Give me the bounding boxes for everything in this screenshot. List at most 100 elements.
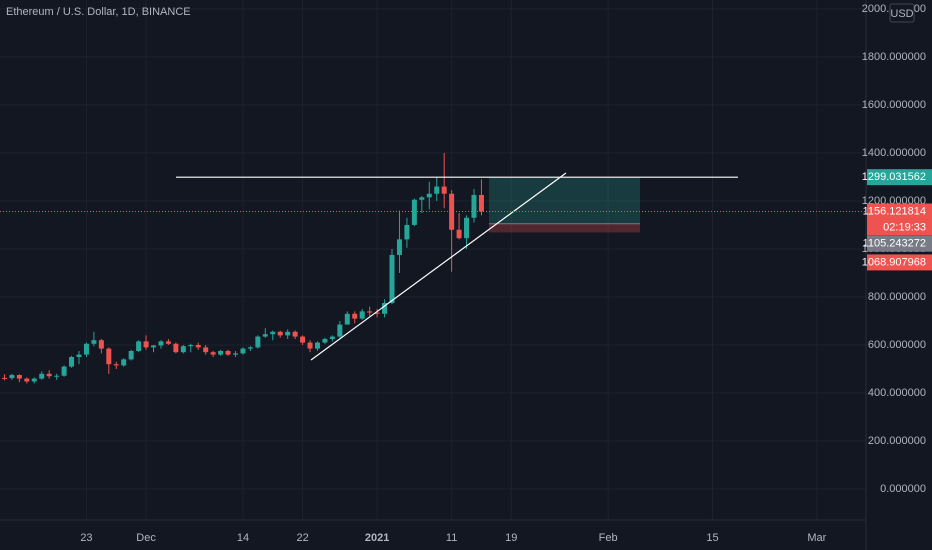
y-tick-label: 400.000000 (868, 387, 926, 399)
candle-body (195, 344, 201, 348)
last-price-label: 1156.121814 (863, 205, 926, 217)
candle-body (203, 347, 209, 353)
x-tick-label: Mar (807, 532, 826, 544)
candle-body (158, 341, 164, 346)
candle-body (61, 366, 67, 376)
candle-body (247, 347, 253, 349)
trend-line (310, 172, 567, 361)
candle-body (76, 354, 82, 357)
candle-body (426, 193, 432, 198)
candle-body (389, 254, 395, 303)
candle-body (478, 194, 484, 212)
x-tick-label: 11 (446, 532, 457, 544)
candle-body (329, 336, 335, 339)
candle-body (240, 348, 246, 354)
overlay (0, 176, 866, 212)
candle-body (396, 239, 402, 255)
candle-body (136, 341, 142, 351)
candle-body (173, 343, 179, 353)
y-tick-label: 600.000000 (868, 339, 926, 351)
x-tick-label: 2021 (365, 532, 389, 544)
candle-body (449, 193, 455, 230)
candle-body (180, 346, 186, 353)
candle-body (165, 341, 171, 344)
stop-price-label-bg (867, 254, 932, 271)
candle-body (1, 377, 7, 379)
candle-body (91, 340, 97, 344)
candle-body (307, 342, 313, 349)
candle-body (359, 311, 365, 319)
x-tick-label: 15 (706, 532, 718, 544)
candle-body (39, 373, 45, 379)
candle-body (16, 374, 22, 379)
chart-title: Ethereum / U.S. Dollar, 1D, BINANCE (6, 6, 191, 18)
candle-body (210, 352, 216, 355)
candle-body (464, 217, 470, 239)
candle-body (300, 336, 306, 343)
candle-body (218, 350, 224, 355)
candle-body (255, 336, 261, 348)
countdown-label: 02:19:33 (883, 221, 926, 233)
candle-body (456, 229, 462, 239)
x-tick-label: 23 (80, 532, 92, 544)
y-tick-label: 1600.000000 (862, 99, 926, 111)
candle-body (69, 356, 75, 367)
currency-box[interactable] (889, 3, 915, 23)
target-price-label-bg (867, 169, 932, 186)
y-tick-label: 1800.000000 (862, 51, 926, 63)
target-price-label: 1299.031562 (862, 171, 926, 183)
entry-price-label: 1105.243272 (863, 238, 926, 250)
candle-body (322, 338, 328, 343)
y-tick-label: 800.000000 (868, 291, 926, 303)
candle-body (233, 353, 239, 355)
axes: 0.000000 200.000000 400.000000 600.000000 80… (80, 3, 932, 544)
candle-body (352, 313, 358, 319)
x-tick-label: 19 (505, 532, 517, 544)
candle-body (225, 350, 231, 355)
y-tick-label: 200.000000 (868, 435, 926, 447)
currency: USD (890, 8, 913, 20)
x-tick-label: Feb (599, 532, 618, 544)
candle-body (54, 375, 60, 377)
candle-body (411, 199, 417, 225)
candle-body (46, 373, 52, 377)
loss-zone (489, 223, 640, 233)
candle-body (292, 331, 298, 337)
countdown-label-bg (867, 219, 932, 236)
candle-body (277, 331, 283, 336)
candle-body (9, 374, 15, 379)
candle-body (24, 378, 30, 382)
candle-body (128, 350, 134, 360)
candle-body (270, 331, 276, 335)
grid (0, 0, 866, 520)
candle-body (98, 340, 104, 349)
x-tick-label: 14 (237, 532, 249, 544)
profit-zone (489, 177, 640, 224)
candle-body (419, 197, 425, 200)
candle-body (143, 341, 149, 348)
candle-body (121, 359, 127, 366)
candle-body (434, 186, 440, 194)
candle-body (441, 186, 447, 194)
candle-body (374, 312, 380, 314)
candle-body (344, 313, 350, 325)
candle-body (83, 343, 89, 355)
candle-body (314, 342, 320, 349)
candle-body (404, 224, 410, 240)
y-tick-label: 1400.000000 (862, 147, 926, 159)
candle-body (106, 348, 112, 365)
last-price-label-bg (867, 203, 932, 220)
candles (1, 152, 484, 384)
candle-body (113, 364, 119, 366)
candle-body (285, 331, 291, 336)
candle-body (471, 194, 477, 218)
candle-body (188, 344, 194, 347)
candle-body (151, 345, 157, 348)
candle-body (31, 378, 37, 382)
candle-body (367, 311, 373, 313)
candle-body (337, 324, 343, 337)
x-tick-label: 22 (296, 532, 308, 544)
position-tool (489, 177, 640, 233)
